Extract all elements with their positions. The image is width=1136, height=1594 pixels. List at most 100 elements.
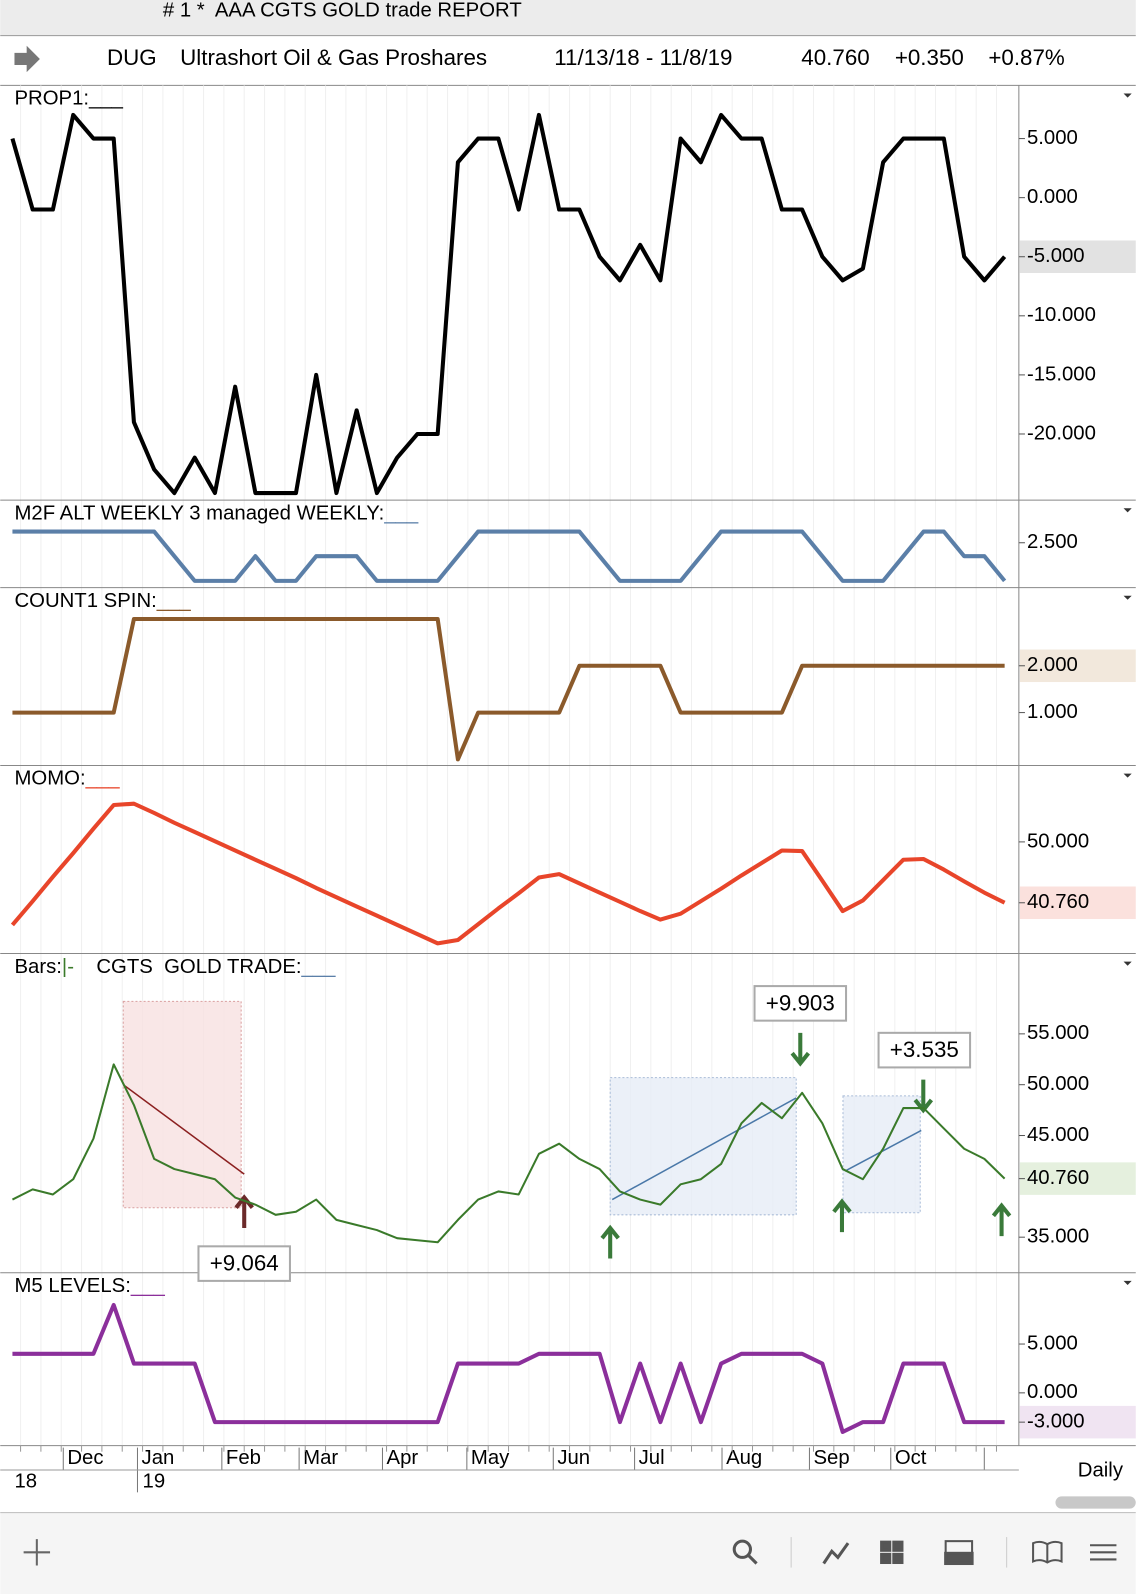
panel-title-part: ___ [85,768,121,790]
indicator-line [12,529,1007,583]
panel-title-part: ___ [383,503,419,525]
annotation-box [877,1031,972,1069]
x-tick-label: Dec [67,1447,103,1469]
panel-icon[interactable] [944,1551,974,1566]
x-tick-label: Jan [142,1447,175,1469]
y-tick-label: -15.000 [1027,363,1096,385]
y-tick-label: 2.500 [1027,531,1078,553]
y-tick-label: 45.000 [1027,1124,1089,1146]
panel-title-part: ___ [156,590,192,612]
grid-icon[interactable] [892,1540,904,1552]
title-bar [0,0,1136,36]
grid-icon[interactable] [880,1540,892,1552]
last-value-box [1019,1162,1136,1195]
add-button[interactable] [23,1539,51,1566]
trade-zone [842,1095,921,1214]
annotation: +3.535 [890,1037,959,1062]
last-value-box [1019,1405,1136,1439]
last-value-label: 40.760 [1027,891,1089,913]
y-tick-label: 50.000 [1027,830,1089,852]
date-range: 11/13/18 - 11/8/19 [554,45,732,70]
x-tick-label: Apr [387,1447,419,1469]
annotation: +9.903 [766,990,835,1015]
trade-zone [609,1077,797,1216]
book-icon[interactable] [1032,1540,1063,1564]
panel-title: Bars:|- CGTS GOLD TRADE:___ [14,956,336,978]
last-value-box [1019,649,1136,683]
menu-icon[interactable] [1090,1544,1117,1561]
panel-title-part: M5 LEVELS: [14,1275,130,1297]
signal-arrow [832,1198,852,1233]
panel-title: PROP1:___ [14,88,123,110]
chart-icon[interactable] [822,1542,850,1565]
trend-line [611,1097,797,1201]
signal-arrow [991,1202,1012,1237]
panel-title-part: ___ [130,1275,166,1297]
trend-line [122,1084,245,1175]
signal-arrow [234,1194,254,1229]
report-title: # 1 * AAA CGTS GOLD trade REPORT [163,0,522,22]
annotation-box [197,1245,291,1282]
panel-title-part: MOMO: [14,768,85,790]
price-change: +0.350 [895,45,964,70]
panel-title: MOMO:___ [14,768,120,790]
x-tick-label: May [471,1447,510,1469]
panel-menu[interactable] [1123,773,1132,778]
timeframe[interactable]: Daily [1078,1459,1124,1481]
grid-icon[interactable] [880,1552,892,1565]
panel-title-part: ___ [88,88,124,110]
last-price: 40.760 [801,45,869,70]
last-value-label: 40.760 [1027,1167,1089,1189]
signal-arrow [913,1079,934,1114]
y-tick-label: -20.000 [1027,422,1096,444]
trend-line [844,1129,922,1172]
grid-icon[interactable] [892,1552,904,1565]
indicator-line [10,801,1006,946]
price-change-pct: +0.87% [988,45,1065,70]
panel-menu[interactable] [1123,595,1132,600]
panel-title-part: |- [62,956,74,978]
signal-arrow [790,1032,811,1067]
year-label: 19 [143,1471,166,1493]
panel-menu[interactable] [1123,93,1132,98]
arrow-icon[interactable] [14,45,40,73]
annotation: +9.064 [210,1251,279,1276]
panel-title: M5 LEVELS:___ [14,1275,165,1297]
indicator-line [10,112,1007,496]
toolbar-icons [732,1537,1117,1568]
last-value-box [1019,886,1136,920]
search-icon[interactable] [747,1554,758,1565]
y-tick-label: 0.000 [1027,186,1078,208]
y-tick-label: 5.000 [1027,127,1078,149]
panel-title-part: M2F ALT WEEKLY 3 managed WEEKLY: [14,503,384,525]
symbol: DUG [107,45,157,70]
x-tick-label: Jun [557,1447,590,1469]
last-value-label: -3.000 [1027,1411,1085,1433]
panel-title-part: PROP1: [14,88,89,110]
panel-menu[interactable] [1123,961,1132,966]
last-value-box [1019,240,1136,273]
x-tick-label: Oct [895,1447,927,1469]
panel-menu[interactable] [1123,1280,1132,1285]
x-tick-label: Jul [639,1447,665,1469]
signal-arrow [600,1224,620,1259]
last-value-label: 2.000 [1027,654,1078,676]
x-tick-label: Aug [726,1447,762,1469]
y-tick-label: 50.000 [1027,1073,1089,1095]
scrollbar[interactable] [1055,1496,1136,1509]
search-icon[interactable] [732,1539,753,1559]
panel-title-part: ___ [301,956,337,978]
indicator-line [12,1302,1005,1434]
panel-title-part: Bars: [14,956,61,978]
last-value-label: -5.000 [1027,245,1085,267]
panel-title-part: COUNT1 SPIN: [14,590,156,612]
y-tick-label: 0.000 [1027,1381,1078,1403]
symbol-name: Ultrashort Oil & Gas Proshares [180,45,487,70]
panel-menu[interactable] [1123,508,1132,513]
annotation-box [753,985,848,1022]
y-tick-label: 55.000 [1027,1022,1089,1044]
panel-title-part: CGTS GOLD TRADE: [96,956,301,978]
x-tick-label: Feb [226,1447,261,1469]
y-tick-label: 1.000 [1027,701,1078,723]
